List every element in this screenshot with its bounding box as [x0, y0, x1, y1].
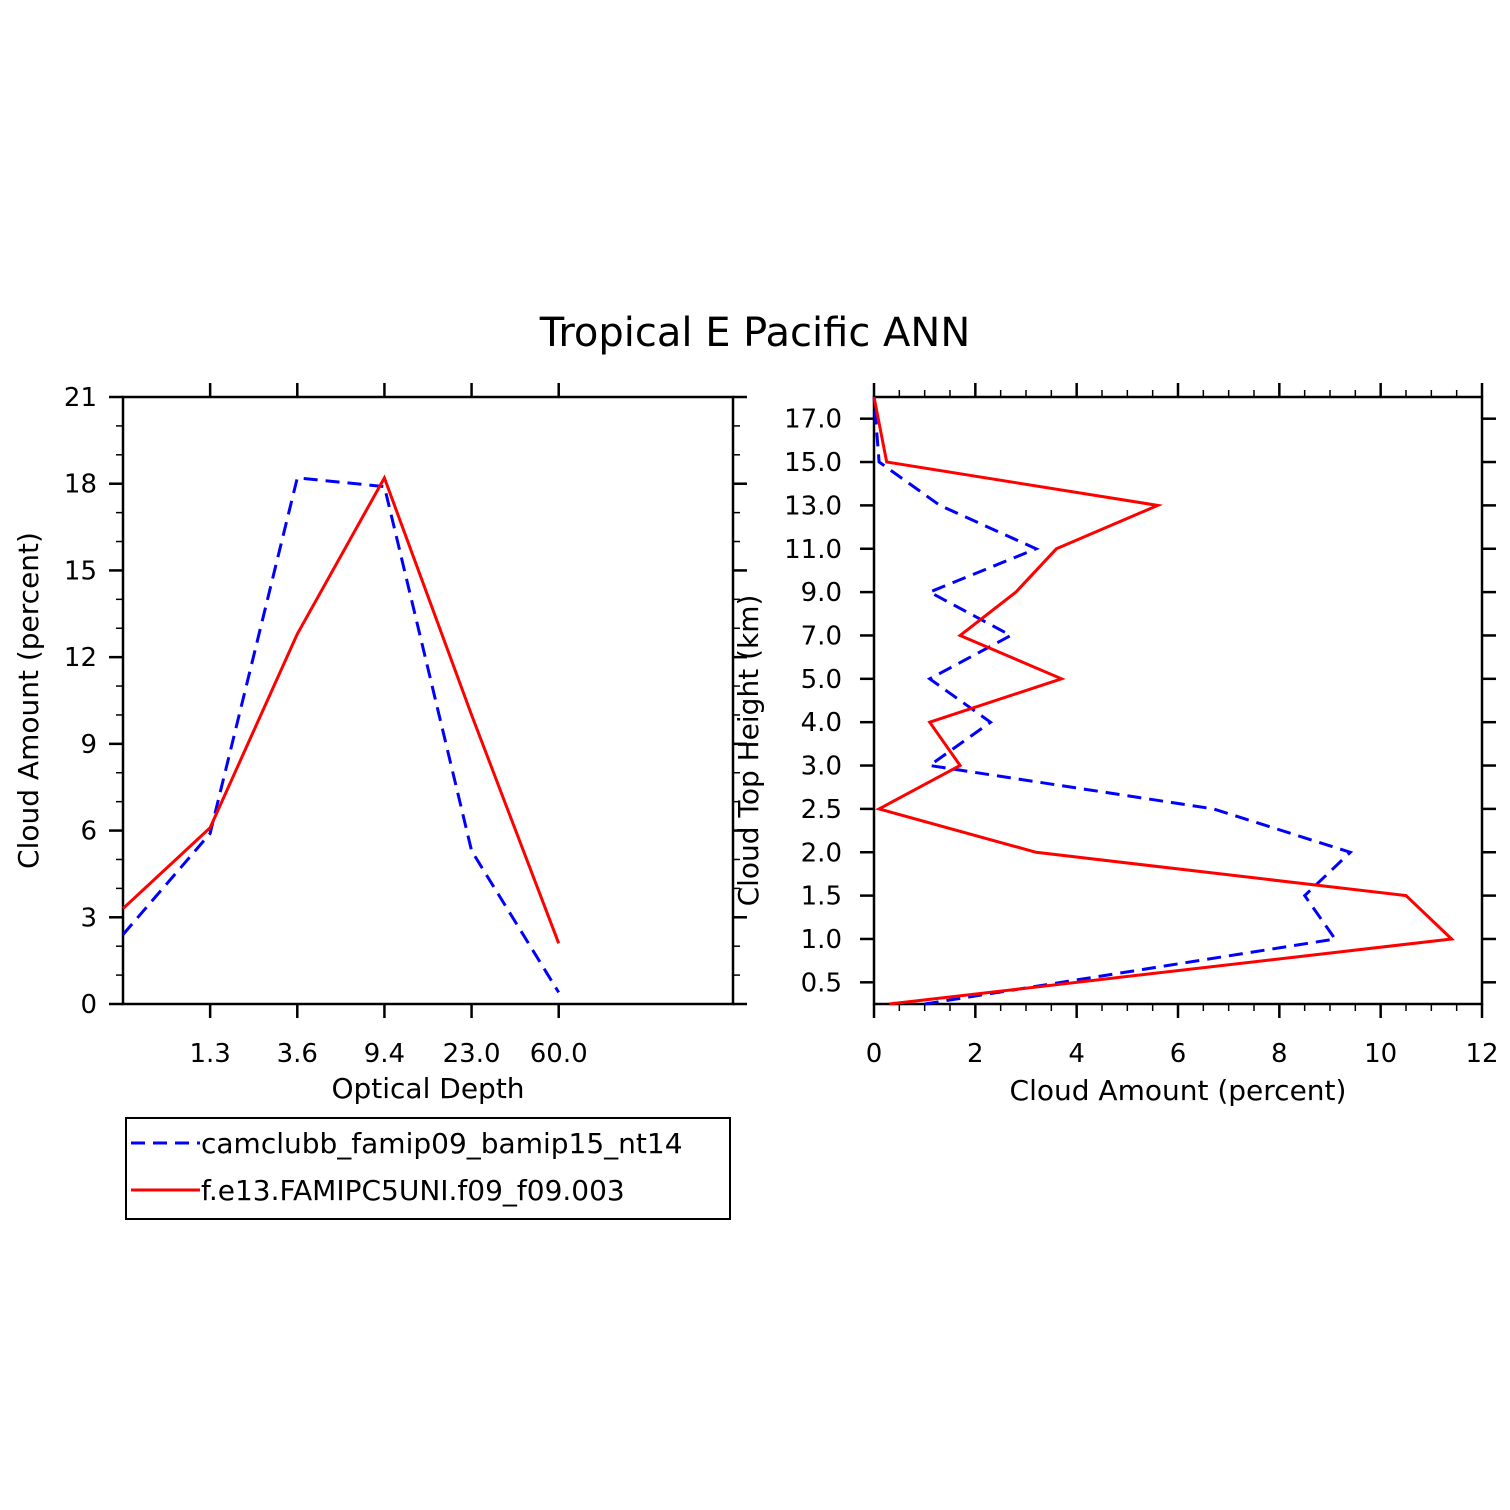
y-tick-label: 7.0: [801, 621, 842, 651]
x-tick-label: 6: [1170, 1039, 1187, 1069]
y-tick-label: 9.0: [801, 578, 842, 608]
legend-label-series-2: f.e13.FAMIPC5UNI.f09_f09.003: [201, 1174, 625, 1207]
chart-title: Tropical E Pacific ANN: [539, 310, 970, 356]
x-tick-label: 0: [866, 1039, 883, 1069]
x-axis-label: Cloud Amount (percent): [1010, 1074, 1347, 1107]
y-tick-label: 17.0: [784, 405, 842, 435]
y-tick-label: 15.0: [784, 448, 842, 478]
y-tick-label: 1.0: [801, 925, 842, 955]
y-tick-label: 1.5: [801, 882, 842, 912]
y-tick-label: 0.5: [801, 968, 842, 998]
y-tick-label: 21: [64, 383, 97, 413]
x-tick-label: 4: [1068, 1039, 1085, 1069]
y-tick-label: 4.0: [801, 708, 842, 738]
legend-label-series-1: camclubb_famip09_bamip15_nt14: [201, 1127, 683, 1160]
x-tick-label: 2: [967, 1039, 984, 1069]
plot-frame: [872, 395, 1484, 1006]
series-line-2: [121, 474, 561, 944]
y-axis-label: Cloud Amount (percent): [12, 532, 45, 869]
y-axis-label: Cloud Top Height (km): [732, 595, 765, 907]
y-tick-label: 12: [64, 643, 97, 673]
series-line-1: [121, 476, 560, 994]
legend: camclubb_famip09_bamip15_nt14 f.e13.FAMI…: [125, 1117, 731, 1220]
x-tick-label: 12: [1465, 1039, 1498, 1069]
y-tick-label: 3: [80, 903, 97, 933]
y-tick-label: 0: [80, 990, 97, 1020]
legend-box: [125, 1117, 731, 1220]
y-tick-label: 15: [64, 556, 97, 586]
y-tick-label: 11.0: [784, 535, 842, 565]
cloud-top-height-panel: 0 2 4 6 8 10 12 0.5 1.0 1.5 2.0 2.5 3.0 4.0 5.0 7.0 9.0 1…: [732, 383, 1499, 1107]
y-tick-label: 2.5: [801, 795, 842, 825]
series-line-1: [872, 396, 1354, 1006]
x-tick-label: 9.4: [364, 1039, 405, 1069]
series-line-2: [872, 396, 1455, 1006]
plot-frame: [121, 395, 735, 1006]
y-tick-label: 18: [64, 470, 97, 500]
y-tick-label: 9: [80, 730, 97, 760]
y-tick-label: 3.0: [801, 752, 842, 782]
x-tick-label: 10: [1364, 1039, 1397, 1069]
x-tick-label: 8: [1271, 1039, 1288, 1069]
x-tick-label: 3.6: [277, 1039, 318, 1069]
y-tick-label: 6: [80, 817, 97, 847]
y-tick-label: 5.0: [801, 665, 842, 695]
y-tick-label: 13.0: [784, 491, 842, 521]
x-axis-label: Optical Depth: [331, 1072, 524, 1105]
y-tick-label: 2.0: [801, 838, 842, 868]
x-tick-label: 60.0: [530, 1039, 588, 1069]
x-tick-label: 1.3: [189, 1039, 230, 1069]
x-tick-label: 23.0: [443, 1039, 501, 1069]
